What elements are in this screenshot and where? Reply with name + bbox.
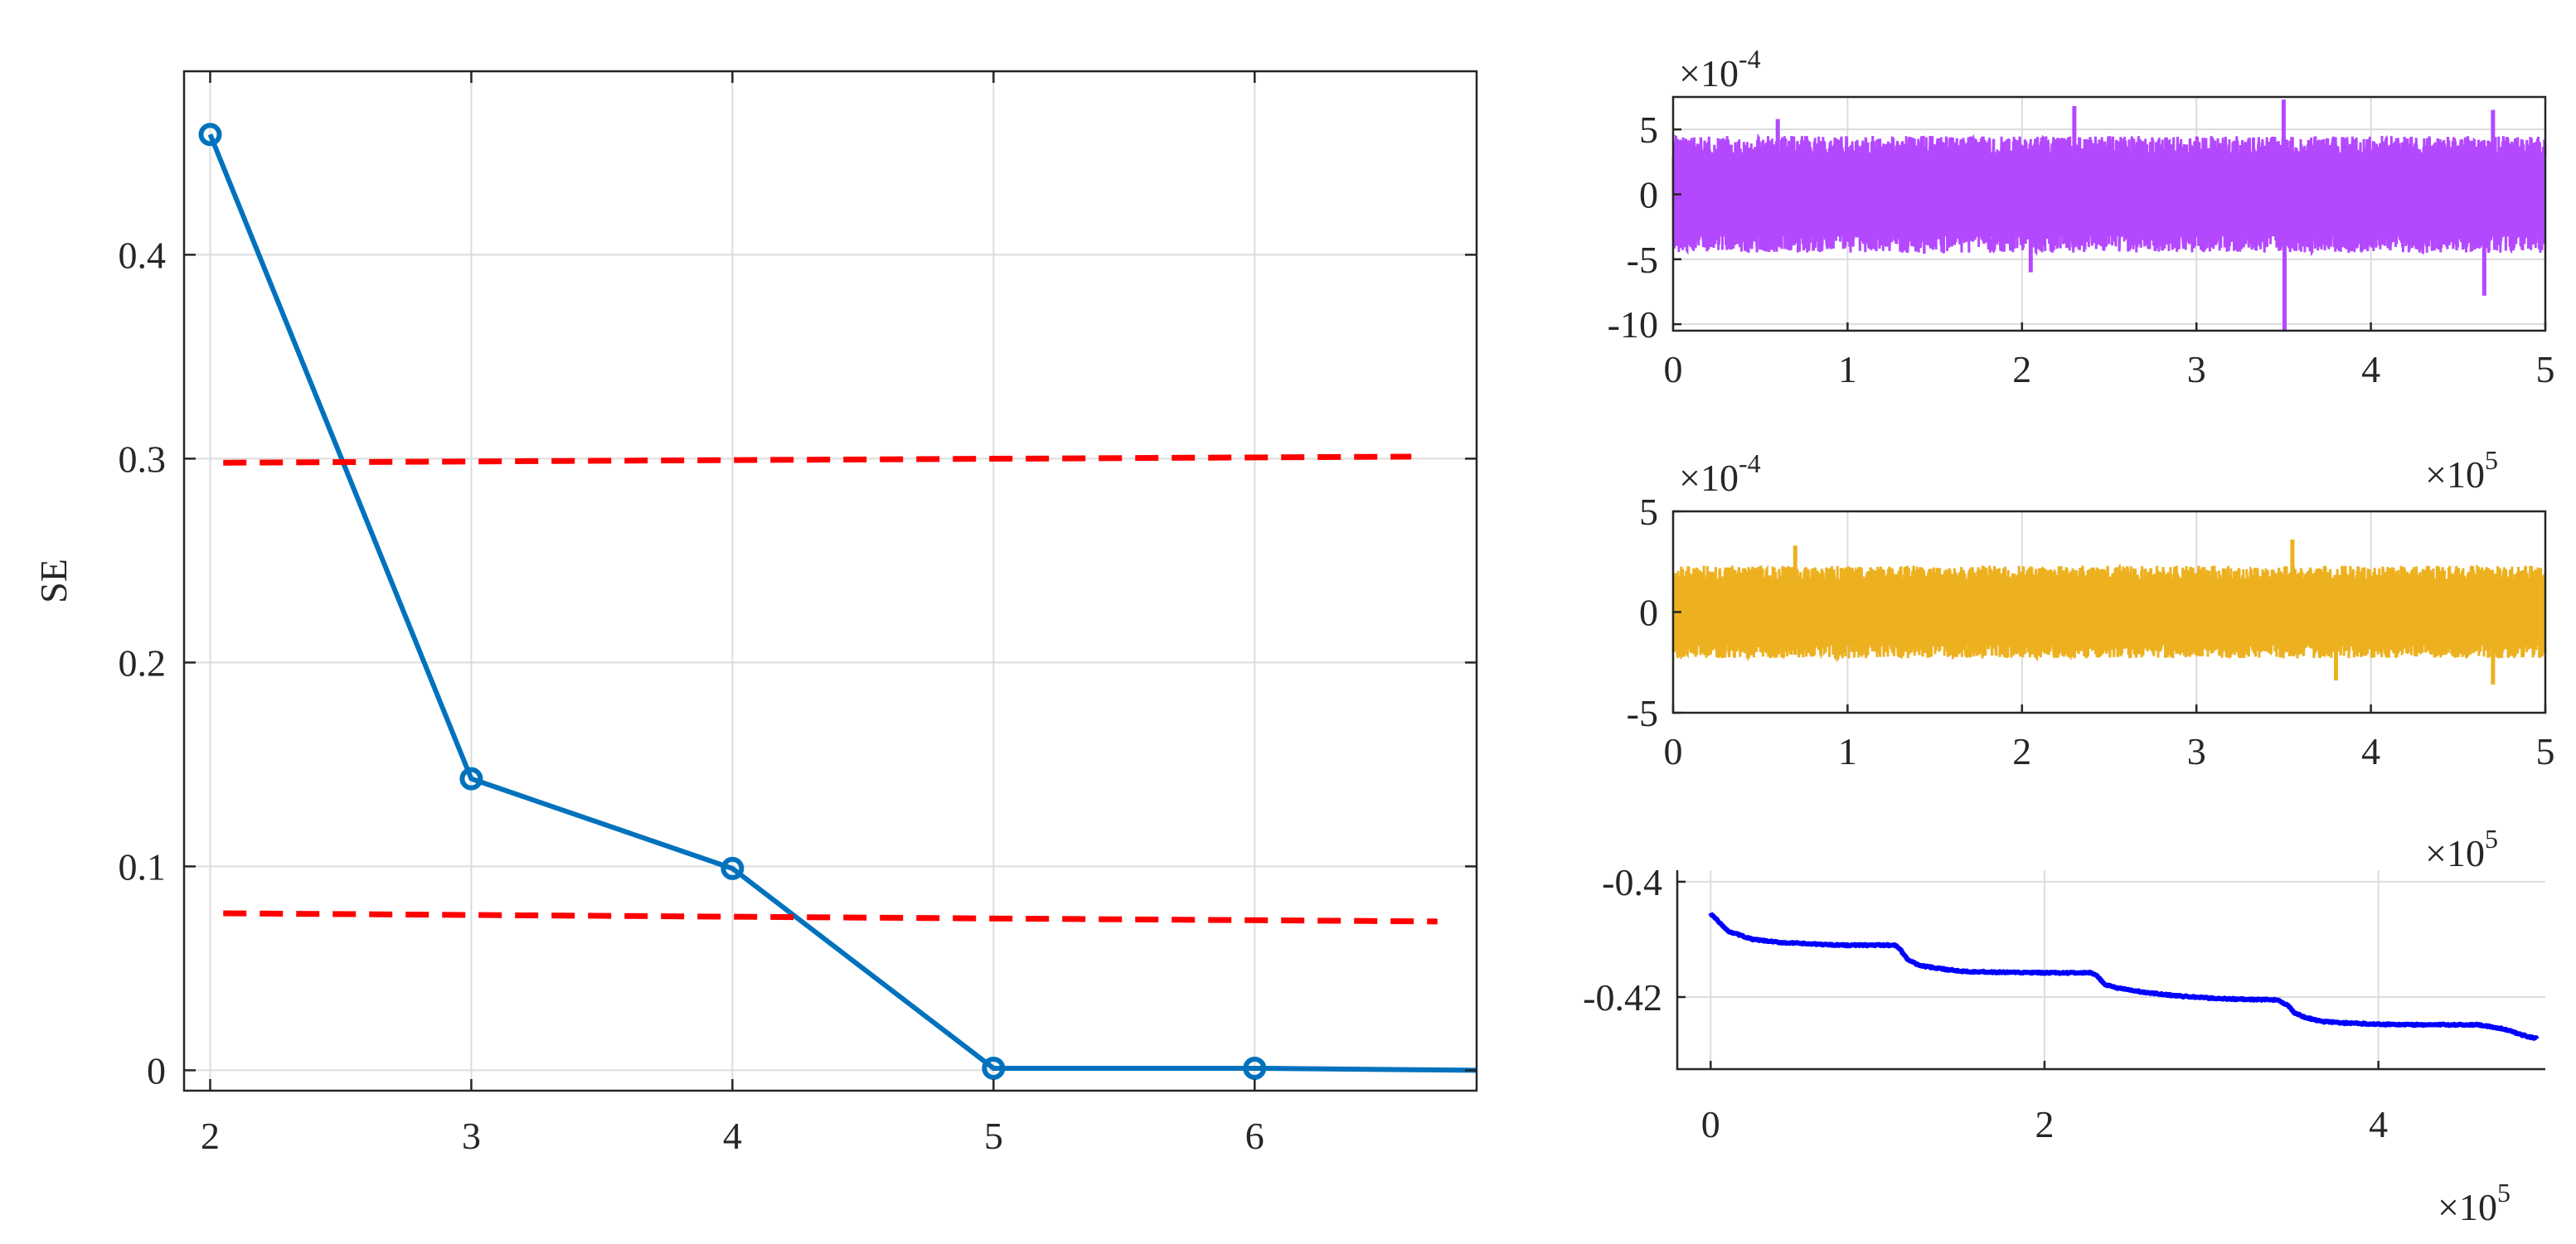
signal-x-tick-label: 5 xyxy=(2536,730,2555,772)
signal-3-series xyxy=(1708,912,2540,1041)
signal-1-x-tick-labels: 0 1 2 3 4 5 xyxy=(1664,348,2555,390)
signal-x-tick-label: 1 xyxy=(1838,348,1857,390)
signal-3-x-exponent-bottom: ×105 xyxy=(2438,1178,2511,1228)
signal-x-tick-label: 5 xyxy=(2536,348,2555,390)
signal-noise-core xyxy=(1673,152,2545,237)
signal-3-x-tick-labels: 0 2 4 xyxy=(1701,1103,2388,1145)
signal-1-series xyxy=(1671,99,2547,331)
se-y-tick-label: 0.2 xyxy=(119,641,167,684)
trend-series-line xyxy=(1708,912,2540,1041)
signal-x-tick-label: 2 xyxy=(2012,730,2031,772)
signal-y-tick-label: 5 xyxy=(1639,109,1658,151)
se-data-point xyxy=(982,1056,1006,1080)
signal-x-tick-label: 1 xyxy=(1838,730,1857,772)
signal-1-tick-marks xyxy=(1671,128,2547,331)
signal-2-x-tick-labels: 0 1 2 3 4 5 xyxy=(1664,730,2555,772)
trend-y-tick-label: -0.4 xyxy=(1602,861,1662,903)
se-data-point xyxy=(198,123,222,147)
signal-x-tick-label: 3 xyxy=(2187,348,2206,390)
signal-1-y-exponent: ×10-4 xyxy=(1679,44,1761,94)
se-data-point xyxy=(1243,1056,1267,1080)
se-chart-x-tick-labels: 2 3 4 5 6 xyxy=(201,1115,1264,1157)
signal-x-tick-label: 0 xyxy=(1664,348,1683,390)
threshold-dashed-line xyxy=(223,910,1438,925)
se-chart: 2 3 4 5 6 0 0.1 0.2 0.3 0.4 SE xyxy=(32,70,1478,1157)
signal-y-tick-label: 0 xyxy=(1639,592,1658,634)
signal-x-tick-label: 2 xyxy=(2012,348,2031,390)
signal-y-tick-label: -5 xyxy=(1627,239,1658,281)
signal-x-tick-label: 0 xyxy=(1664,730,1683,772)
se-x-tick-label: 3 xyxy=(462,1115,481,1157)
se-x-tick-label: 6 xyxy=(1245,1115,1264,1157)
signal-1-chart: 0 1 2 3 4 5 -10 -5 0 5 ×10-4 xyxy=(1608,44,2555,390)
se-x-tick-label: 5 xyxy=(984,1115,1003,1157)
trend-x-tick-label: 4 xyxy=(2369,1103,2388,1145)
se-y-tick-label: 0 xyxy=(147,1049,166,1092)
se-chart-axes-box xyxy=(182,70,1478,1092)
se-chart-series xyxy=(198,123,1477,1080)
signal-x-tick-label: 4 xyxy=(2361,348,2380,390)
signal-2-y-tick-labels: -5 0 5 xyxy=(1627,491,1658,734)
signal-1-axes-box xyxy=(1671,95,2547,332)
signal-x-tick-label: 4 xyxy=(2361,730,2380,772)
signal-3-tick-marks xyxy=(1677,880,2380,1069)
trend-x-tick-label: 2 xyxy=(2035,1103,2054,1145)
se-x-tick-label: 4 xyxy=(723,1115,742,1157)
signal-3-y-tick-labels: -0.4 -0.42 xyxy=(1583,861,1662,1019)
se-series-line xyxy=(207,133,1477,1073)
se-y-tick-label: 0.4 xyxy=(119,234,167,276)
se-data-point xyxy=(720,856,745,880)
se-chart-y-axis-label: SE xyxy=(32,559,75,603)
se-y-tick-label: 0.1 xyxy=(119,845,167,888)
signal-noise-core xyxy=(1673,578,2545,646)
signal-noise-trace xyxy=(1671,563,2547,663)
signal-1-y-tick-labels: -10 -5 0 5 xyxy=(1608,109,1658,346)
signal-2-y-exponent: ×10-4 xyxy=(1679,448,1761,499)
signal-y-tick-label: -10 xyxy=(1608,303,1658,346)
se-chart-tick-marks xyxy=(184,71,1477,1091)
threshold-dashed-line xyxy=(223,453,1412,466)
se-chart-grid xyxy=(184,71,1477,1091)
se-y-tick-label: 0.3 xyxy=(119,438,167,480)
signal-2-tick-marks xyxy=(1671,510,2547,714)
signal-2-x-exponent: ×105 xyxy=(2425,445,2498,496)
signal-y-tick-label: 0 xyxy=(1639,174,1658,216)
signal-3-chart: 0 2 4 -0.4 -0.42 ×105 ×105 xyxy=(1583,824,2545,1228)
signal-x-tick-label: 3 xyxy=(2187,730,2206,772)
signal-y-tick-label: -5 xyxy=(1627,692,1658,734)
signal-2-series xyxy=(1671,540,2547,685)
signal-y-tick-label: 5 xyxy=(1639,491,1658,533)
signal-3-grid xyxy=(1677,870,2545,1069)
trend-x-tick-label: 0 xyxy=(1701,1103,1720,1145)
se-x-tick-label: 2 xyxy=(201,1115,220,1157)
trend-y-tick-label: -0.42 xyxy=(1583,976,1662,1019)
se-chart-y-tick-labels: 0 0.1 0.2 0.3 0.4 xyxy=(119,234,167,1092)
signal-3-x-exponent-top: ×105 xyxy=(2425,824,2498,874)
se-data-point xyxy=(459,767,483,791)
signal-3-axes-lines xyxy=(1676,870,2545,1071)
